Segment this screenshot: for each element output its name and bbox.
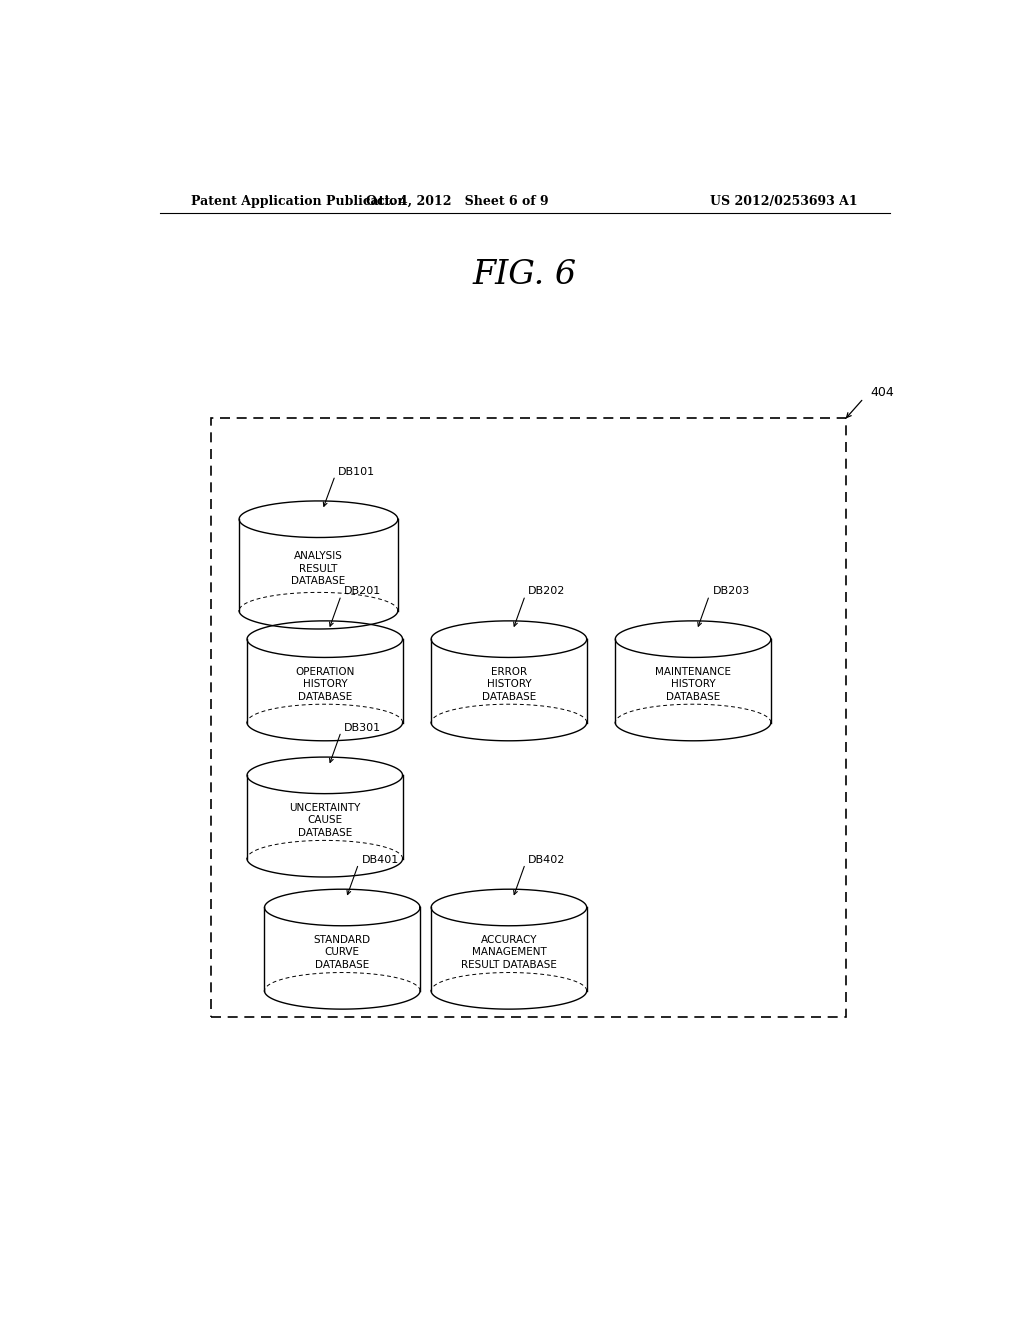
- Polygon shape: [264, 890, 420, 1008]
- Polygon shape: [264, 890, 420, 925]
- Text: Oct. 4, 2012   Sheet 6 of 9: Oct. 4, 2012 Sheet 6 of 9: [366, 194, 549, 207]
- Polygon shape: [431, 890, 587, 925]
- Text: ANALYSIS
RESULT
DATABASE: ANALYSIS RESULT DATABASE: [292, 552, 345, 586]
- Text: OPERATION
HISTORY
DATABASE: OPERATION HISTORY DATABASE: [295, 667, 354, 701]
- Text: ACCURACY
MANAGEMENT
RESULT DATABASE: ACCURACY MANAGEMENT RESULT DATABASE: [461, 935, 557, 970]
- Text: MAINTENANCE
HISTORY
DATABASE: MAINTENANCE HISTORY DATABASE: [655, 667, 731, 701]
- Polygon shape: [247, 758, 402, 876]
- Text: 404: 404: [870, 387, 894, 399]
- Polygon shape: [431, 620, 587, 741]
- Text: UNCERTAINTY
CAUSE
DATABASE: UNCERTAINTY CAUSE DATABASE: [289, 803, 360, 838]
- Text: DB301: DB301: [344, 722, 381, 733]
- Polygon shape: [431, 890, 587, 1008]
- Text: FIG. 6: FIG. 6: [473, 259, 577, 292]
- Text: Patent Application Publication: Patent Application Publication: [191, 194, 407, 207]
- Polygon shape: [247, 758, 402, 793]
- Polygon shape: [247, 620, 402, 657]
- Polygon shape: [615, 620, 771, 741]
- Text: DB101: DB101: [338, 466, 376, 477]
- Text: DB402: DB402: [528, 855, 565, 865]
- Text: DB201: DB201: [344, 586, 382, 597]
- Text: DB202: DB202: [528, 586, 565, 597]
- Text: ERROR
HISTORY
DATABASE: ERROR HISTORY DATABASE: [482, 667, 536, 701]
- Bar: [211, 417, 846, 1018]
- Polygon shape: [239, 500, 397, 630]
- Text: DB401: DB401: [361, 855, 399, 865]
- Polygon shape: [247, 620, 402, 741]
- Polygon shape: [240, 500, 397, 537]
- Polygon shape: [615, 620, 771, 657]
- Text: STANDARD
CURVE
DATABASE: STANDARD CURVE DATABASE: [313, 935, 371, 970]
- Text: US 2012/0253693 A1: US 2012/0253693 A1: [711, 194, 858, 207]
- Text: DB203: DB203: [713, 586, 750, 597]
- Polygon shape: [431, 620, 587, 657]
